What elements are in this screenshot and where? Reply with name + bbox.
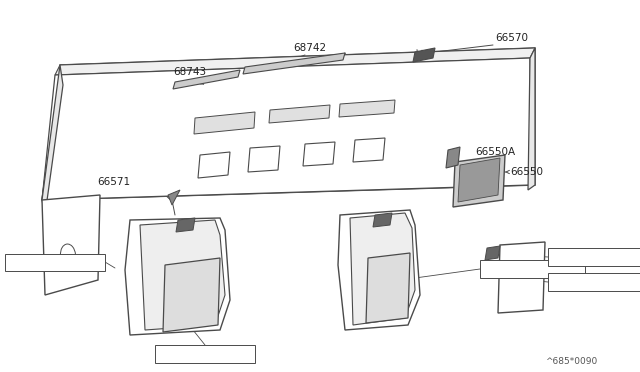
Bar: [548, 248, 640, 266]
Bar: [155, 345, 255, 363]
Text: 68743: 68743: [173, 67, 207, 77]
Text: ^685*0090: ^685*0090: [545, 357, 597, 366]
Text: 66550A: 66550A: [475, 147, 515, 157]
Polygon shape: [42, 58, 530, 200]
Polygon shape: [269, 105, 330, 123]
Polygon shape: [373, 213, 392, 227]
Polygon shape: [303, 142, 335, 166]
Text: 68742: 68742: [293, 43, 326, 53]
Polygon shape: [168, 190, 180, 205]
Polygon shape: [194, 112, 255, 134]
Polygon shape: [243, 53, 345, 74]
Polygon shape: [339, 100, 395, 117]
Polygon shape: [125, 218, 230, 335]
Polygon shape: [453, 155, 505, 207]
Bar: [5, 254, 105, 271]
Polygon shape: [528, 48, 535, 190]
Text: 66570: 66570: [495, 33, 528, 43]
Polygon shape: [140, 220, 225, 330]
Polygon shape: [446, 147, 460, 168]
Polygon shape: [413, 48, 435, 62]
Polygon shape: [353, 138, 385, 162]
Bar: [548, 273, 640, 291]
Polygon shape: [198, 152, 230, 178]
Text: SEE SEC.680: SEE SEC.680: [572, 278, 629, 286]
Polygon shape: [338, 210, 420, 330]
Ellipse shape: [60, 244, 76, 266]
Polygon shape: [350, 213, 415, 325]
Polygon shape: [498, 242, 545, 313]
Polygon shape: [163, 258, 220, 332]
Polygon shape: [248, 146, 280, 172]
Polygon shape: [458, 158, 500, 202]
Polygon shape: [42, 65, 63, 215]
Polygon shape: [176, 218, 195, 232]
Polygon shape: [42, 195, 100, 295]
Text: SEE SEC.680: SEE SEC.680: [26, 258, 84, 267]
Polygon shape: [55, 48, 535, 75]
Text: SEE SEC.680: SEE SEC.680: [504, 264, 561, 273]
Polygon shape: [173, 70, 240, 89]
Text: SEE SEC.680: SEE SEC.680: [572, 253, 629, 262]
Polygon shape: [42, 48, 535, 200]
Text: 66550: 66550: [510, 167, 543, 177]
Text: 66571: 66571: [97, 177, 130, 187]
Bar: [480, 260, 585, 278]
Text: SEE SEC.680: SEE SEC.680: [176, 350, 234, 359]
Polygon shape: [485, 246, 500, 260]
Polygon shape: [366, 253, 410, 323]
